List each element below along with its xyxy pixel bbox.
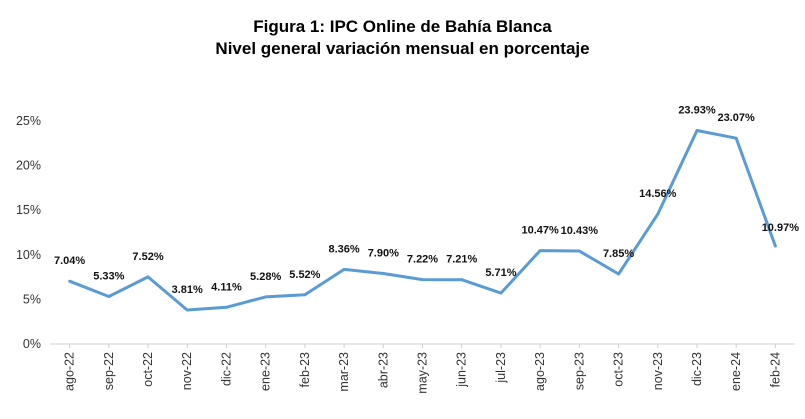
- data-label: 5.28%: [250, 271, 281, 283]
- data-label: 5.33%: [93, 270, 124, 282]
- data-point: [656, 212, 660, 216]
- x-tick-label: ene-24: [729, 352, 743, 391]
- x-tick-label: mar-23: [337, 352, 351, 392]
- chart-title: Figura 1: IPC Online de Bahía Blanca: [253, 17, 552, 36]
- data-label: 8.36%: [328, 243, 359, 255]
- x-tick-label: sep-22: [102, 352, 116, 390]
- y-tick-label: 0%: [23, 337, 41, 351]
- data-label: 7.21%: [446, 254, 477, 266]
- data-point: [225, 305, 228, 309]
- data-label: 7.52%: [132, 251, 163, 263]
- data-label: 10.47%: [521, 225, 559, 237]
- x-tick-label: dic-23: [690, 352, 704, 386]
- data-point: [303, 293, 307, 297]
- data-point: [146, 275, 150, 279]
- x-tick-label: feb-24: [768, 352, 782, 387]
- y-tick-label: 5%: [23, 292, 41, 306]
- x-tick-label: dic-22: [219, 352, 233, 386]
- x-tick-label: feb-23: [298, 352, 312, 387]
- data-point: [421, 278, 424, 281]
- y-tick-label: 25%: [16, 114, 41, 128]
- x-tick-label: jun-23: [455, 352, 469, 388]
- data-label: 5.71%: [485, 267, 516, 279]
- y-tick-label: 20%: [16, 159, 41, 173]
- data-point: [342, 268, 346, 271]
- data-label: 3.81%: [172, 284, 203, 296]
- data-point: [107, 295, 111, 298]
- x-tick-label: ago-22: [63, 352, 77, 391]
- data-label: 7.85%: [603, 248, 634, 260]
- data-label: 14.56%: [639, 188, 677, 200]
- data-point: [695, 129, 699, 132]
- data-label: 4.11%: [211, 281, 242, 293]
- series: [68, 129, 777, 312]
- x-tick-label: oct-23: [612, 352, 626, 387]
- data-point: [264, 295, 268, 299]
- x-tick-label: nov-22: [180, 352, 194, 390]
- data-point: [577, 249, 581, 253]
- y-tick-label: 15%: [16, 203, 41, 217]
- data-label: 5.52%: [289, 269, 320, 281]
- data-point: [68, 279, 72, 283]
- data-label: 23.07%: [718, 112, 756, 124]
- data-label: 7.90%: [368, 248, 399, 260]
- x-tick-label: oct-22: [141, 352, 155, 387]
- x-tick-label: nov-23: [651, 352, 665, 390]
- x-tick-label: abr-23: [376, 352, 390, 388]
- data-point: [538, 249, 542, 253]
- chart-subtitle: Nivel general variación mensual en porce…: [215, 39, 590, 58]
- data-label: 10.43%: [561, 225, 599, 237]
- data-point: [499, 291, 503, 295]
- data-point: [185, 308, 189, 312]
- data-label: 10.97%: [762, 222, 800, 234]
- x-tick-label: jul-23: [494, 352, 508, 384]
- x-tick-label: may-23: [416, 352, 430, 394]
- y-axis: 0% 5% 10% 15% 20% 25%: [16, 114, 41, 351]
- data-label: 7.22%: [407, 254, 438, 266]
- x-tick-label: ago-23: [533, 352, 547, 391]
- y-tick-label: 10%: [16, 248, 41, 262]
- data-point: [734, 136, 738, 140]
- data-point: [617, 272, 620, 276]
- data-labels: 7.04% 5.33% 7.52% 3.81% 4.11% 5.28% 5.52% 8.36%…: [54, 105, 799, 296]
- x-tick-label: ene-23: [259, 352, 273, 391]
- data-label: 7.04%: [54, 255, 85, 267]
- data-point: [773, 244, 777, 248]
- x-tick-label: sep-23: [572, 352, 586, 390]
- data-label: 23.93%: [678, 105, 716, 117]
- data-point: [381, 272, 385, 275]
- x-axis: ago-22 sep-22 oct-22 nov-22 dic-22 ene-23 feb-…: [50, 343, 795, 394]
- data-point: [460, 278, 464, 282]
